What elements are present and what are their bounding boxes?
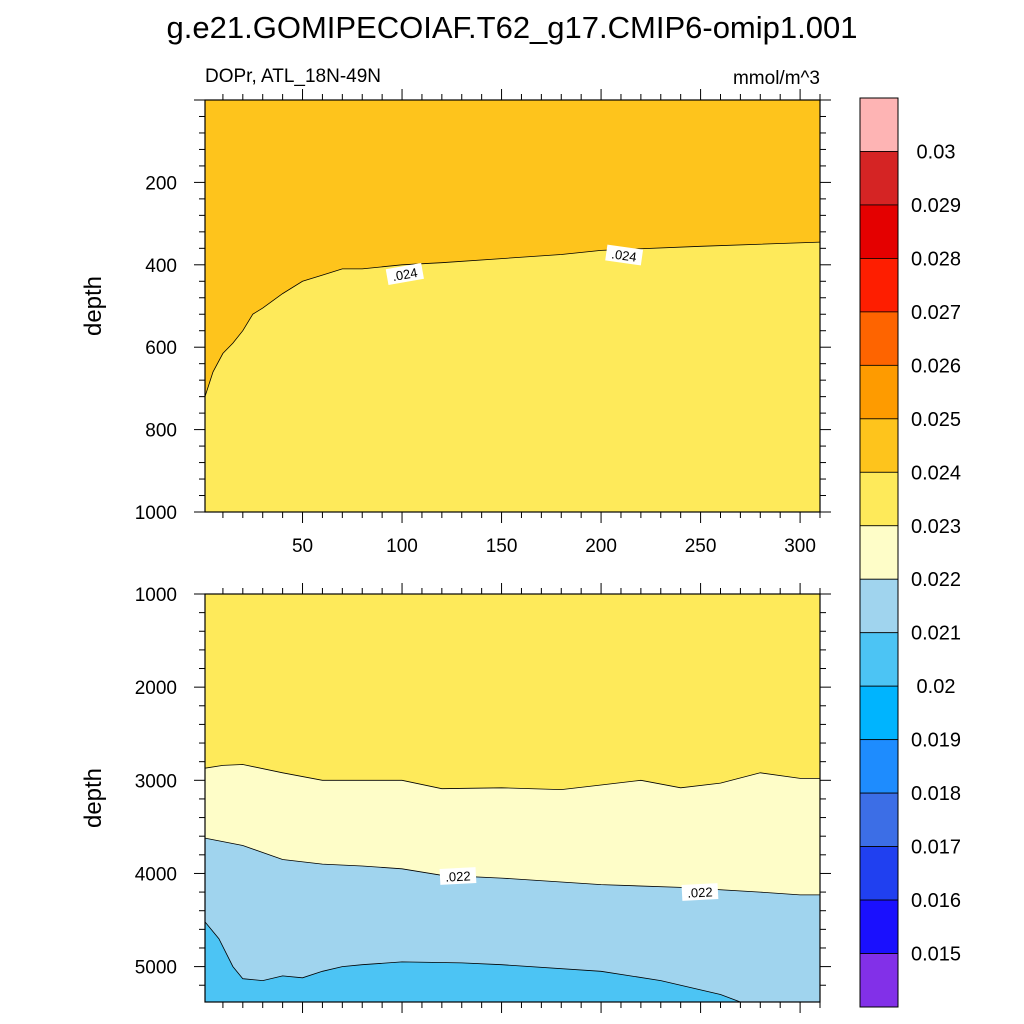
colorbar-swatch — [859, 953, 899, 1008]
colorbar-swatch — [859, 739, 899, 794]
colorbar-swatch — [859, 899, 899, 954]
top-contour-label: .024 — [385, 263, 424, 286]
y-tick-label: 2000 — [135, 678, 177, 699]
colorbar-label: 0.017 — [911, 837, 961, 859]
colorbar-label: 0.018 — [911, 783, 961, 805]
colorbar-label: 0.021 — [911, 623, 961, 645]
colorbar-swatch — [859, 364, 899, 420]
colorbar-swatch — [859, 151, 899, 206]
colorbar-swatch — [859, 204, 899, 259]
colorbar-label: 0.019 — [911, 730, 961, 752]
bottom-contour-label-text: .022 — [445, 868, 471, 884]
y-tick-label: 200 — [145, 173, 177, 194]
top-subtitle-left: DOPr, ATL_18N-49N — [205, 66, 381, 87]
x-tick-label: 50 — [292, 536, 313, 557]
x-tick-label: 200 — [585, 536, 617, 557]
bottom-panel: .022 .022 1000 2000 3000 4000 5000 depth — [80, 583, 831, 1013]
colorbar-swatch — [859, 685, 899, 741]
top-ticks: 50 100 150 200 250 300 200 400 600 800 1000 — [135, 89, 831, 557]
y-tick-label: 800 — [145, 421, 177, 442]
colorbar-label: 0.028 — [911, 248, 961, 270]
colorbar-swatch — [859, 311, 899, 366]
bottom-contour-label: .022 — [439, 867, 477, 885]
bottom-contour-line-0.023 — [204, 764, 820, 791]
colorbar-swatch — [859, 846, 899, 901]
y-tick-label: 400 — [145, 256, 177, 277]
colorbar-label: 0.024 — [911, 462, 961, 484]
colorbar-swatch — [859, 792, 899, 847]
x-tick-label: 250 — [685, 536, 717, 557]
bottom-contour-label-text: .022 — [687, 884, 713, 900]
figure-title: g.e21.GOMIPECOIAF.T62_g17.CMIP6-omip1.00… — [167, 10, 858, 45]
colorbar-label: 0.023 — [911, 516, 961, 538]
colorbar-swatch — [859, 418, 899, 473]
colorbar-swatch — [859, 97, 899, 152]
colorbar-label: 0.027 — [911, 302, 961, 324]
y-tick-label: 1000 — [135, 585, 177, 606]
top-contour-label-text: .024 — [391, 265, 419, 284]
top-contour-label: .024 — [605, 244, 644, 266]
top-contour-line — [204, 241, 821, 397]
colorbar-label: 0.02 — [917, 676, 956, 698]
bottom-plot-frame — [204, 593, 821, 1003]
colorbar-label: 0.015 — [911, 944, 961, 966]
colorbar-swatch — [859, 578, 899, 634]
y-tick-label: 4000 — [135, 864, 177, 885]
y-tick-label: 5000 — [135, 958, 177, 979]
colorbar-label: 0.022 — [911, 569, 961, 591]
top-y-axis-label: depth — [80, 276, 107, 336]
colorbar-label: 0.029 — [911, 195, 961, 217]
colorbar-label: 0.026 — [911, 355, 961, 377]
y-tick-label: 600 — [145, 338, 177, 359]
colorbar-label: 0.016 — [911, 890, 961, 912]
bottom-ticks: 1000 2000 3000 4000 5000 — [135, 583, 831, 1013]
bottom-region-0.021-0.022 — [205, 838, 820, 1002]
colorbar-swatch — [859, 258, 899, 313]
y-tick-label: 3000 — [135, 771, 177, 792]
colorbar-frame — [859, 97, 899, 1008]
top-contour-label-text: .024 — [610, 246, 637, 264]
bottom-y-axis-label: depth — [80, 768, 107, 828]
x-tick-label: 150 — [486, 536, 518, 557]
colorbar-swatch — [859, 525, 899, 580]
top-region-below-contour — [205, 242, 820, 512]
top-subtitle-right: mmol/m^3 — [733, 68, 820, 89]
colorbar-swatch — [859, 632, 899, 687]
colorbar-swatch — [859, 471, 899, 527]
y-tick-label: 1000 — [135, 503, 177, 524]
top-panel: DOPr, ATL_18N-49N mmol/m^3 .024 .024 50 1… — [80, 66, 831, 557]
bottom-contour-label: .022 — [681, 883, 719, 901]
top-plot-frame — [204, 99, 821, 513]
x-tick-label: 300 — [784, 536, 816, 557]
x-tick-label: 100 — [386, 536, 418, 557]
colorbar-label: 0.03 — [917, 141, 956, 163]
bottom-contour-line-0.021 — [204, 921, 741, 1003]
colorbar-label: 0.025 — [911, 409, 961, 431]
colorbar: 0.03 0.029 0.028 0.027 0.026 0.025 0.024 0.023 0… — [859, 97, 961, 1008]
